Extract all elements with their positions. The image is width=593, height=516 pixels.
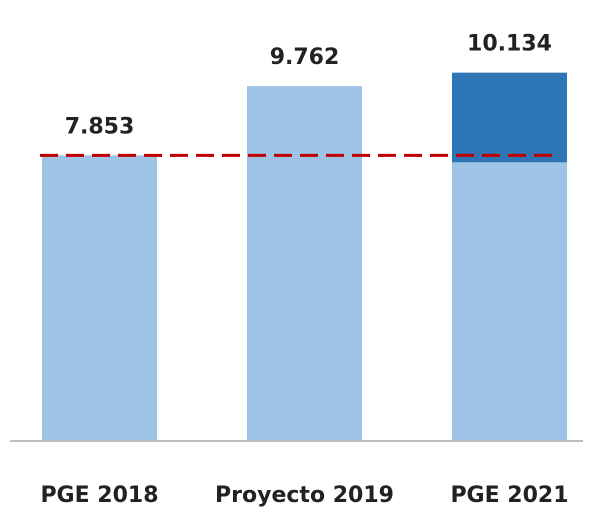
total-label: 7.853: [65, 114, 135, 139]
total-label: 10.134: [467, 32, 552, 57]
x-tick-label: PGE 2021: [450, 483, 568, 508]
bar-segment: [452, 72, 567, 163]
bar-segment: [452, 162, 567, 440]
bar-segment: [247, 86, 362, 440]
x-tick-label: Proyecto 2019: [215, 483, 394, 508]
bar-segment: [42, 155, 157, 441]
total-label: 9.762: [270, 45, 340, 70]
x-tick-label: PGE 2018: [40, 483, 158, 508]
